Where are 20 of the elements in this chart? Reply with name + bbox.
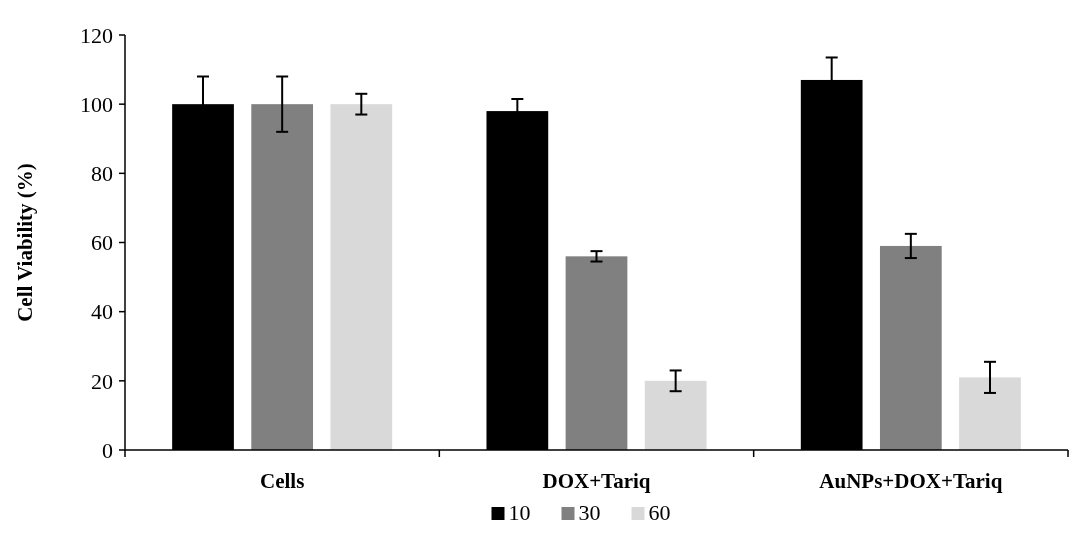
y-tick-label: 0: [102, 437, 113, 463]
bar: [959, 377, 1021, 450]
y-tick-label: 120: [80, 22, 113, 48]
y-tick-label: 40: [91, 299, 113, 325]
y-axis-title: Cell Viability (%): [13, 163, 37, 322]
legend-label: 30: [578, 500, 601, 525]
y-tick-label: 80: [91, 161, 113, 187]
x-tick-label: DOX+Tariq: [542, 469, 651, 493]
y-tick-label: 100: [80, 91, 113, 117]
legend-label: 10: [508, 500, 531, 525]
legend-label: 60: [648, 500, 671, 525]
y-tick-label: 20: [91, 368, 113, 394]
bar: [644, 380, 707, 450]
bar: [251, 104, 314, 450]
bar: [565, 256, 628, 450]
bar: [879, 245, 942, 450]
bar: [330, 104, 393, 450]
y-tick-label: 60: [91, 230, 113, 256]
x-tick-label: AuNPs+DOX+Tariq: [819, 469, 1003, 493]
x-tick-label: Cells: [260, 469, 305, 493]
